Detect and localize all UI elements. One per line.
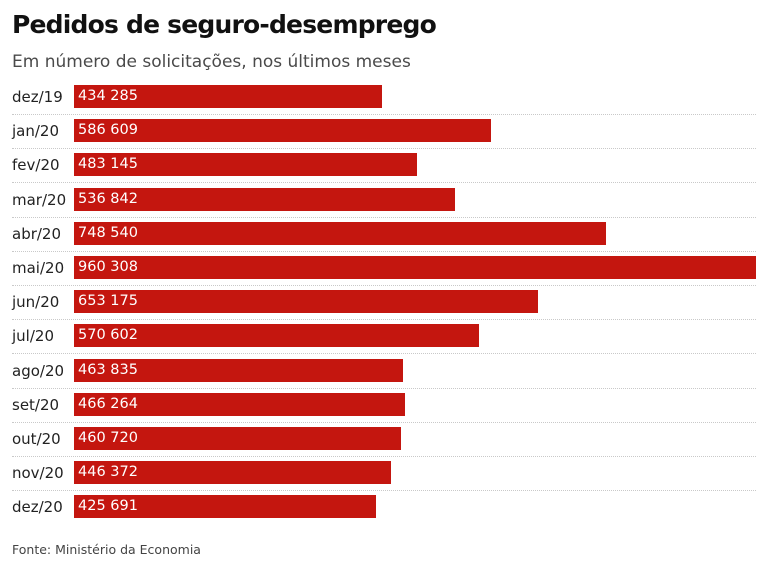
row-divider: [12, 387, 756, 389]
category-label: jan/20: [12, 122, 60, 141]
bar-value-label: 460 720: [78, 430, 138, 446]
bar-value-label: 653 175: [78, 293, 138, 310]
bar: [74, 85, 383, 108]
bar-row: abr/20 748 540: [0, 217, 768, 252]
row-divider: [12, 285, 756, 286]
bar: [74, 324, 480, 348]
row-divider: [12, 456, 756, 457]
row-divider: [12, 353, 756, 355]
category-label: nov/20: [12, 464, 64, 483]
bar-value-label: 586 609: [78, 122, 138, 139]
category-label: jul/20: [12, 327, 54, 346]
category-label: fev/20: [12, 156, 60, 175]
bar-value-label: 960 308: [78, 259, 138, 275]
bar-row: mai/20 960 308: [0, 251, 768, 286]
bar-row: set/20 466 264: [0, 388, 768, 423]
row-divider: [12, 182, 756, 184]
bar: [74, 392, 406, 416]
bar-row: dez/20 425 691: [0, 490, 768, 524]
bar: [74, 256, 756, 279]
bar: [74, 221, 606, 245]
category-label: set/20: [12, 395, 60, 414]
bar-row: nov/20 446 372: [0, 456, 768, 492]
bar-value-label: 570 602: [78, 327, 138, 344]
row-divider: [12, 148, 756, 150]
bar-row: mar/20 536 842: [0, 183, 768, 218]
bar-row: dez/19 434 285: [0, 80, 768, 115]
bar-row: fev/20 483 145: [0, 148, 768, 184]
bar-value-label: 536 842: [78, 190, 138, 207]
bar-chart: dez/19 434 285 jan/20 586 609 fev/20 483 145 m…: [0, 80, 768, 525]
bar: [74, 290, 538, 314]
bar-row: jul/20 570 602: [0, 319, 768, 355]
row-divider: [12, 319, 756, 321]
bar: [74, 153, 418, 177]
category-label: mar/20: [12, 190, 67, 209]
bar-row: out/20 460 720: [0, 422, 768, 457]
bar-value-label: 425 691: [78, 498, 138, 515]
bar-row: jan/20 586 609: [0, 114, 768, 150]
source-note: Fonte: Ministério da Economia: [12, 542, 201, 557]
category-label: dez/20: [12, 498, 63, 517]
bar: [74, 119, 491, 143]
category-label: out/20: [12, 430, 61, 448]
category-label: ago/20: [12, 361, 65, 380]
category-label: dez/19: [12, 88, 63, 106]
chart-title: Pedidos de seguro-desemprego: [12, 10, 437, 39]
bar-value-label: 463 835: [78, 361, 138, 378]
row-divider: [12, 216, 756, 218]
bar: [74, 358, 404, 382]
category-label: mai/20: [12, 259, 65, 277]
bar-row: jun/20 653 175: [0, 285, 768, 321]
category-label: abr/20: [12, 224, 62, 243]
bar: [74, 187, 456, 211]
bar: [74, 495, 377, 519]
bar: [74, 427, 402, 450]
bar-value-label: 434 285: [78, 88, 138, 104]
chart-subtitle: Em número de solicitações, nos últimos m…: [12, 52, 411, 72]
bar: [74, 461, 391, 485]
row-divider: [12, 250, 756, 252]
bar-value-label: 748 540: [78, 224, 138, 241]
bar-row: ago/20 463 835: [0, 354, 768, 389]
bar-value-label: 446 372: [78, 464, 138, 481]
row-divider: [12, 421, 756, 423]
category-label: jun/20: [12, 293, 60, 312]
bar-value-label: 483 145: [78, 156, 138, 173]
row-divider: [12, 114, 756, 115]
row-divider: [12, 490, 756, 492]
bar-value-label: 466 264: [78, 395, 138, 412]
